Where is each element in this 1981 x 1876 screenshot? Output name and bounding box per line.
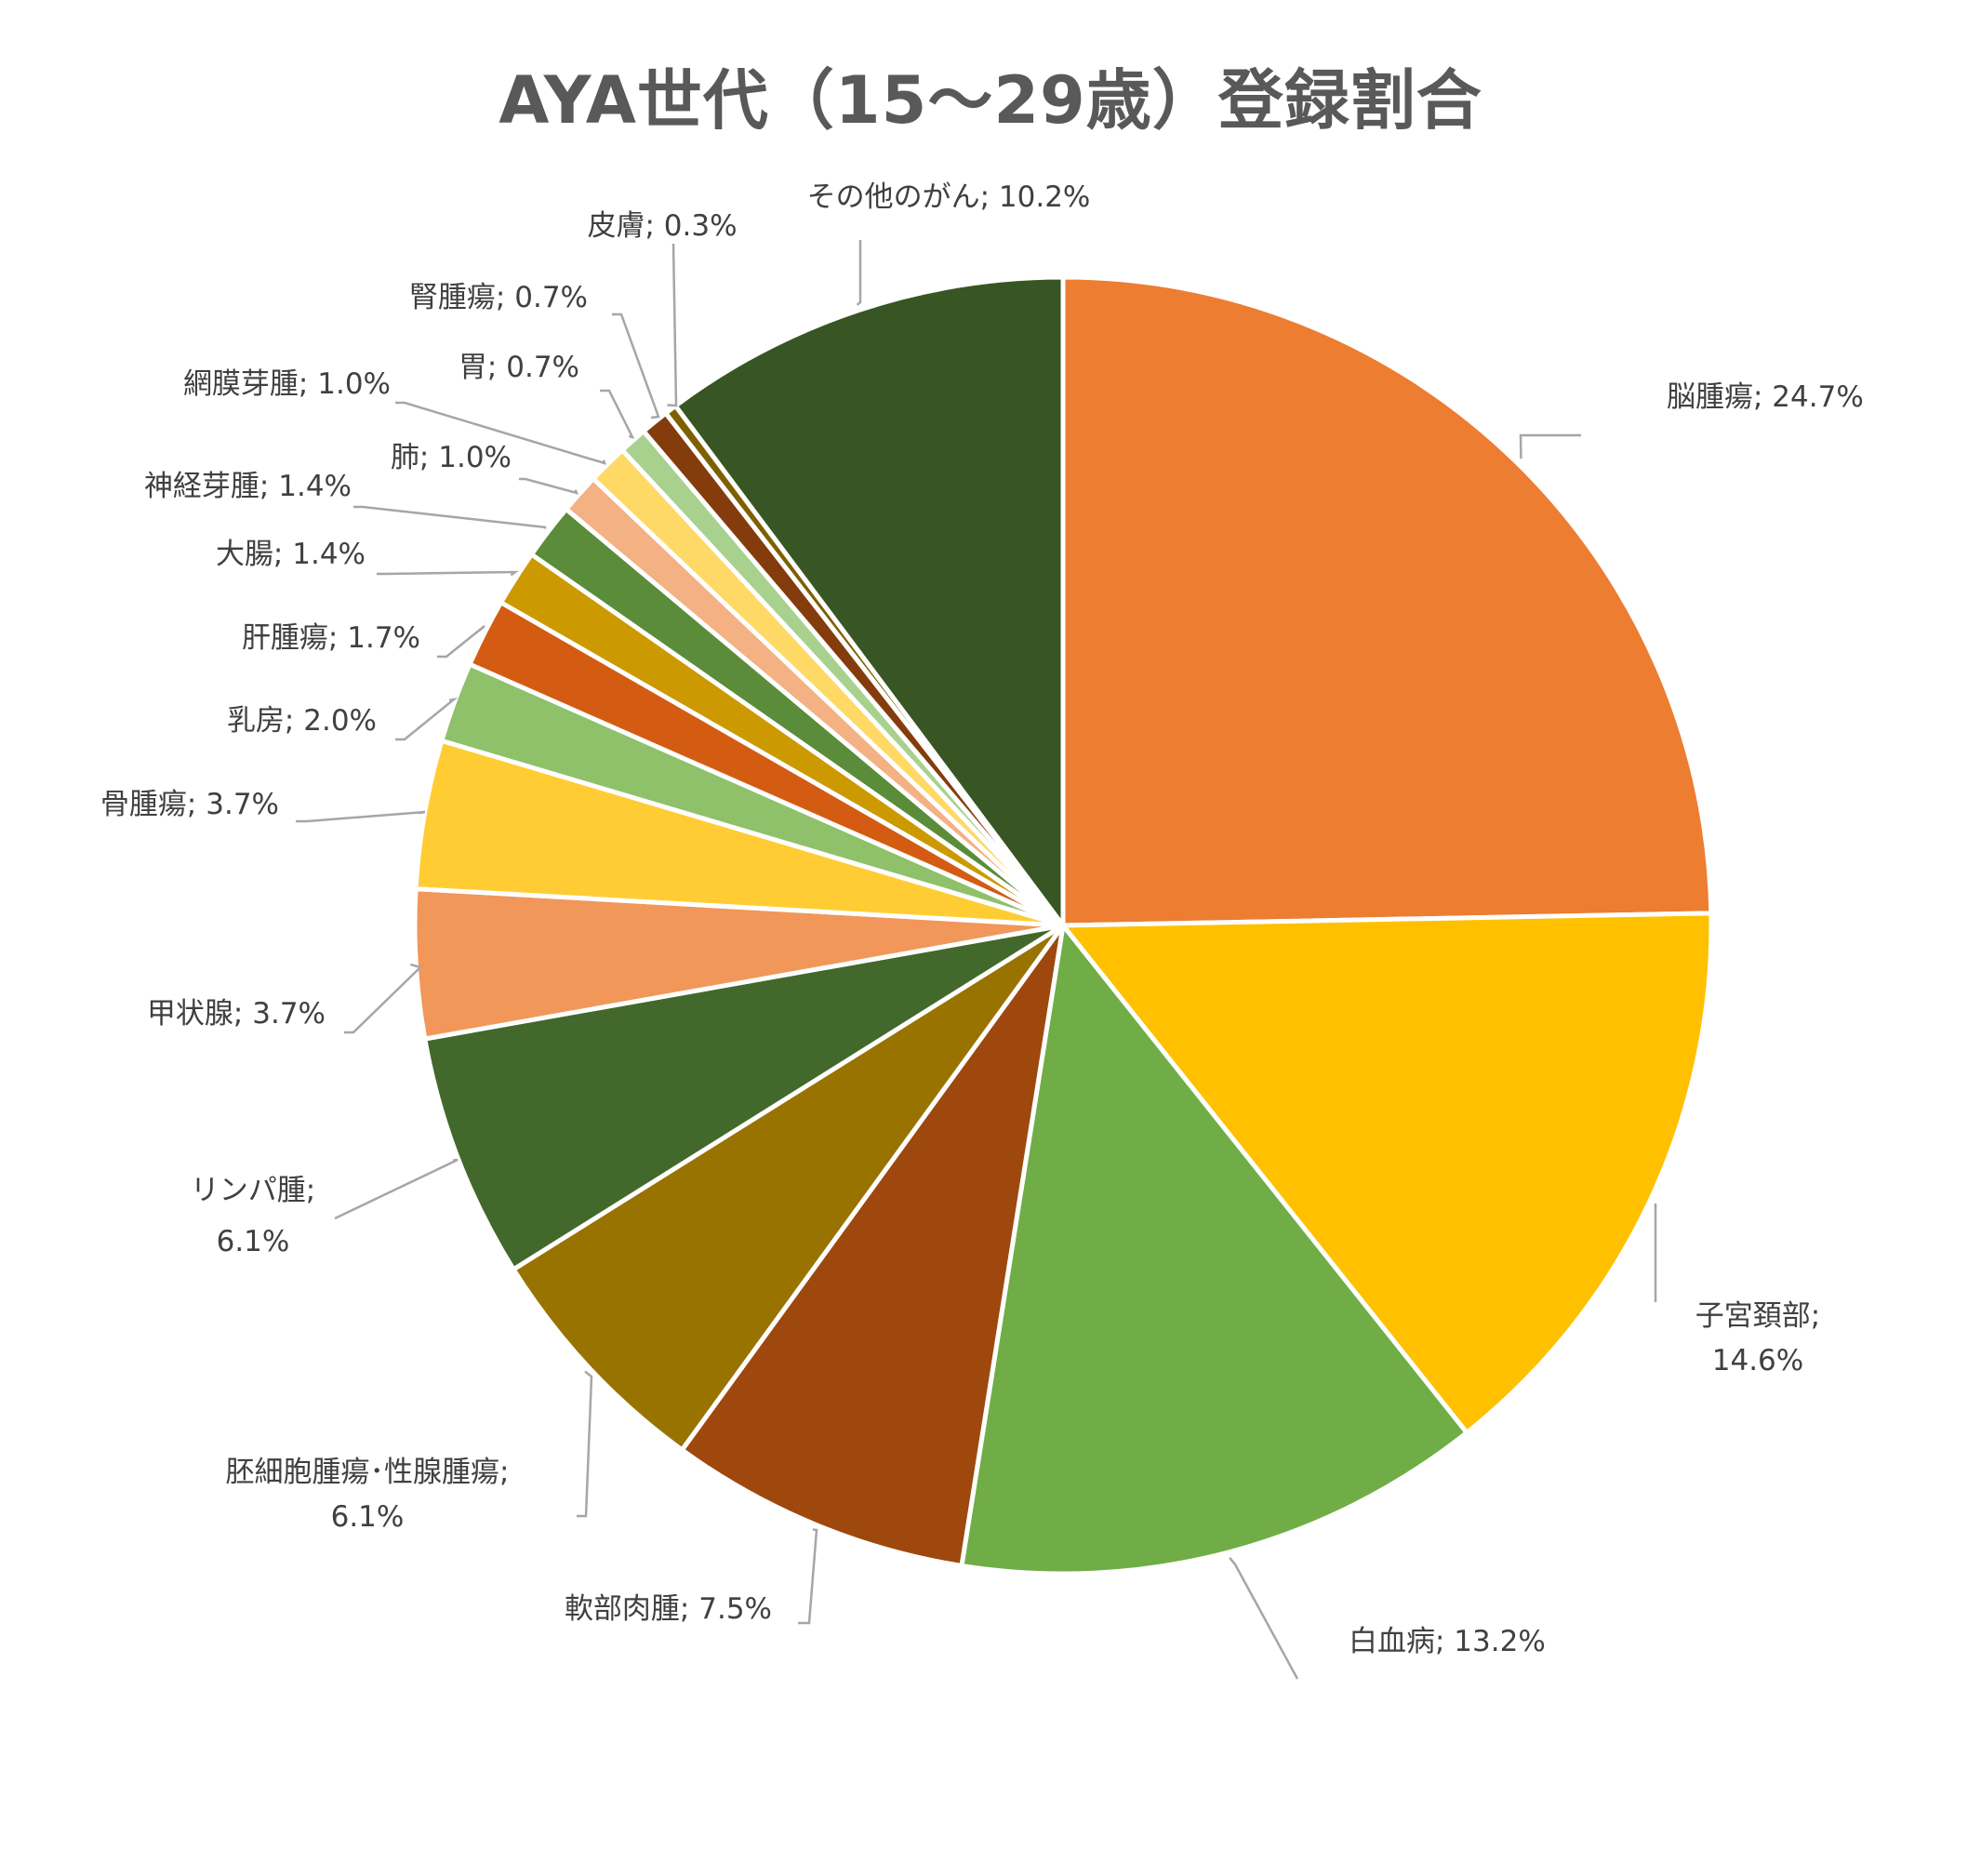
leader-line-17: [667, 243, 678, 407]
data-label-9: 乳房; 2.0%: [227, 704, 377, 738]
data-label-4: 軟部肉腫; 7.5%: [565, 1592, 772, 1626]
leader-line-12: [353, 505, 547, 529]
pie-slice-1: [1060, 274, 1714, 928]
pie-slice-18: [672, 274, 1066, 928]
leader-line-5: [577, 1370, 593, 1518]
data-label-1: 脳腫瘍; 24.7%: [1667, 380, 1864, 414]
data-label-18: その他のがん; 10.2%: [807, 180, 1091, 214]
data-label-6: リンパ腫; 6.1%: [191, 1174, 315, 1258]
data-label-line: リンパ腫;: [191, 1174, 315, 1207]
data-label-12: 神経芽腫; 1.4%: [144, 470, 352, 503]
pie-slice-2: [1060, 911, 1714, 1435]
leader-line-11: [377, 570, 519, 577]
data-label-11: 大腸; 1.4%: [216, 538, 366, 571]
pie-slice-5: [511, 923, 1066, 1453]
leader-line-6: [334, 1158, 459, 1220]
data-label-10: 肝腫瘍; 1.7%: [242, 621, 420, 655]
leader-line-8: [296, 810, 426, 823]
data-label-line: 6.1%: [217, 1225, 290, 1258]
leader-line-1: [1519, 433, 1581, 459]
data-label-line: 14.6%: [1712, 1344, 1803, 1377]
data-label-3: 白血病; 13.2%: [1349, 1625, 1546, 1658]
data-label-2: 子宮頚部; 14.6%: [1695, 1299, 1820, 1377]
pie-slice-3: [959, 923, 1469, 1577]
pie-slice-4: [679, 923, 1066, 1568]
leader-line-10: [437, 625, 485, 659]
data-label-14: 網膜芽腫; 1.0%: [183, 367, 391, 401]
data-label-5: 胚細胞腫瘍･性腺腫瘍; 6.1%: [226, 1456, 510, 1534]
data-label-7: 甲状腺; 3.7%: [147, 997, 326, 1031]
chart-title: AYA世代（15～29歳）登録割合: [499, 62, 1482, 139]
leader-line-16: [612, 313, 660, 419]
leader-line-7: [344, 963, 423, 1034]
leader-line-9: [395, 698, 459, 741]
data-label-17: 皮膚; 0.3%: [587, 209, 737, 243]
data-label-15: 胃; 0.7%: [459, 351, 579, 384]
leader-line-3: [1229, 1557, 1299, 1680]
data-label-line: 胚細胞腫瘍･性腺腫瘍;: [226, 1456, 510, 1489]
data-label-8: 骨腫瘍; 3.7%: [100, 788, 279, 821]
leader-line-14: [395, 401, 606, 465]
data-label-16: 腎腫瘍; 0.7%: [409, 281, 588, 314]
leader-line-13: [519, 477, 579, 495]
leader-line-15: [600, 389, 635, 439]
leader-line-4: [798, 1528, 818, 1625]
leader-line-18: [856, 240, 862, 306]
data-label-line: 子宮頚部;: [1695, 1299, 1820, 1333]
data-label-line: 6.1%: [331, 1500, 405, 1534]
data-label-13: 肺; 1.0%: [391, 441, 512, 474]
